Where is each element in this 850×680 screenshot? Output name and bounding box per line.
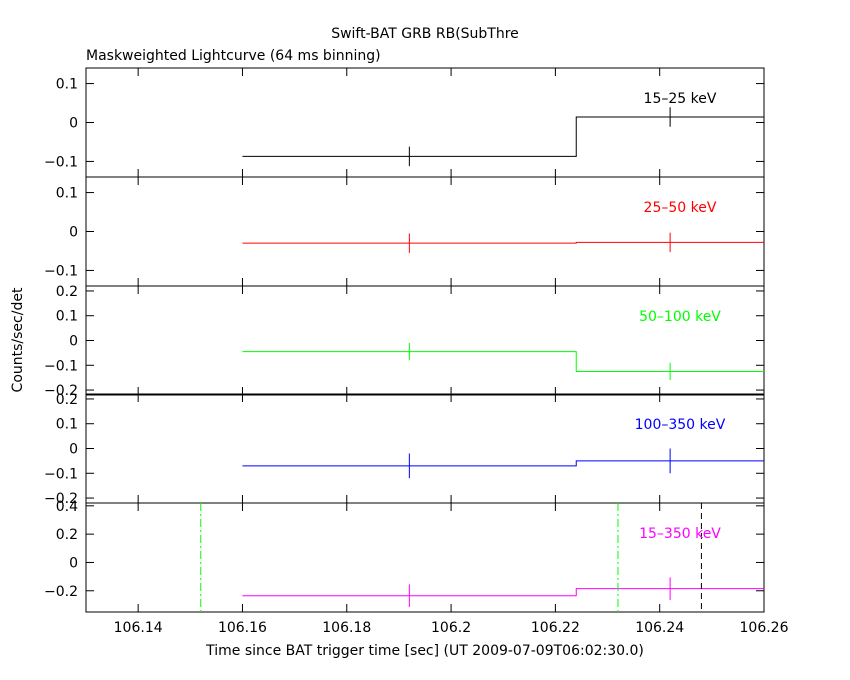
panel-frame xyxy=(85,502,765,613)
y-tick-label: 0 xyxy=(69,225,78,241)
lightcurve-step xyxy=(242,588,764,597)
y-tick-label: −0.1 xyxy=(44,154,78,170)
y-tick-label: −0.2 xyxy=(44,491,78,507)
y-tick-label: 0 xyxy=(69,555,78,571)
x-tick-label: 106.16 xyxy=(218,620,267,636)
chart-subtitle: Maskweighted Lightcurve (64 ms binning) xyxy=(86,48,381,64)
panel-1: −0.1 0 0.1 15–25 keV xyxy=(44,67,765,178)
panel-3: −0.2 −0.1 0 0.1 0.2 50–100 keV xyxy=(44,284,765,399)
panel-4: −0.2 −0.1 0 0.1 0.2 100–350 keV xyxy=(44,392,765,507)
y-tick-label: 0.2 xyxy=(56,284,78,300)
band-label: 50–100 keV xyxy=(639,309,721,325)
y-tick-label: 0 xyxy=(69,116,78,132)
lightcurve-step xyxy=(242,241,764,244)
lightcurve-step xyxy=(242,116,764,157)
x-axis-label: Time since BAT trigger time [sec] (UT 20… xyxy=(205,643,644,659)
y-tick-label: 0.2 xyxy=(56,527,78,543)
panel-frame xyxy=(85,67,765,178)
y-tick-label: 0.1 xyxy=(56,309,78,325)
panels-group: −0.100.115–25 keV−0.100.125–50 keV−0.2−0… xyxy=(44,67,789,636)
panel-frame xyxy=(85,285,765,396)
y-tick-label: −0.1 xyxy=(44,263,78,279)
panel-frame xyxy=(85,393,765,504)
y-axis-label: Counts/sec/det xyxy=(10,287,26,392)
lightcurve-step xyxy=(242,351,764,372)
panel-2: −0.1 0 0.1 25–50 keV xyxy=(44,176,765,287)
x-tick-label: 106.2 xyxy=(431,620,471,636)
y-tick-label: 0.1 xyxy=(56,186,78,202)
y-tick-label: −0.1 xyxy=(44,358,78,374)
band-label: 15–350 keV xyxy=(639,526,721,542)
x-tick-label: 106.26 xyxy=(740,620,789,636)
y-tick-label: 0 xyxy=(69,442,78,458)
band-label: 25–50 keV xyxy=(644,200,717,216)
y-tick-label: −0.1 xyxy=(44,466,78,482)
y-tick-label: −0.2 xyxy=(44,584,78,600)
chart-title: Swift-BAT GRB RB(SubThre xyxy=(331,26,519,42)
y-tick-label: 0.1 xyxy=(56,77,78,93)
band-label: 100–350 keV xyxy=(635,417,726,433)
band-label: 15–25 keV xyxy=(644,91,717,107)
y-tick-label: −0.2 xyxy=(44,383,78,399)
y-tick-label: 0 xyxy=(69,334,78,350)
panel-frame xyxy=(85,176,765,287)
x-tick-label: 106.14 xyxy=(114,620,163,636)
y-tick-label: 0.2 xyxy=(56,392,78,408)
x-tick-label: 106.18 xyxy=(322,620,371,636)
lightcurve-step xyxy=(242,460,764,467)
y-tick-label: 0.1 xyxy=(56,417,78,433)
y-tick-label: 0.4 xyxy=(56,499,78,515)
panel-5: −0.2 0 0.2 0.4 15–350 keV xyxy=(44,499,765,613)
x-tick-label: 106.22 xyxy=(531,620,580,636)
x-tick-label: 106.24 xyxy=(635,620,684,636)
